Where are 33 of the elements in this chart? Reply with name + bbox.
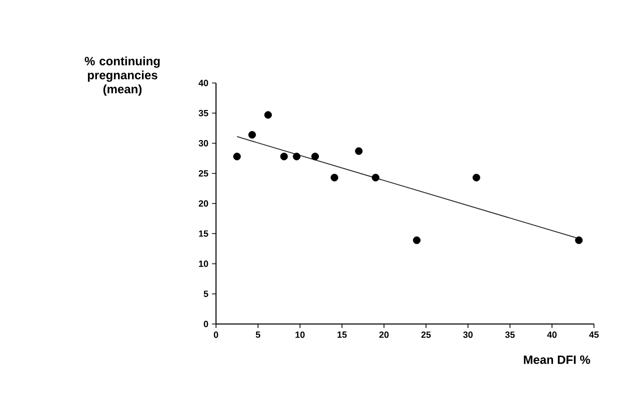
x-tick-label: 0 [214, 332, 218, 338]
y-tick-label: 0 [204, 320, 208, 328]
y-tick-label: 10 [199, 260, 208, 267]
point [355, 147, 363, 155]
point [280, 152, 288, 160]
x-tick-label: 45 [589, 332, 599, 338]
point [264, 111, 272, 119]
y-tick-label: 25 [198, 170, 208, 177]
point [372, 174, 380, 182]
y-tick-label: 40 [198, 80, 208, 86]
point [575, 236, 583, 244]
point [233, 152, 241, 160]
x-tick-label: 40 [547, 332, 557, 338]
point [472, 174, 480, 182]
y-tick-label: 15 [199, 230, 208, 237]
y-tick-label: 35 [198, 110, 208, 116]
x-tick-label: 10 [296, 332, 305, 338]
x-tick-label: 20 [379, 332, 389, 338]
y-tick-label: 20 [198, 200, 208, 207]
y-axis-title: % continuing pregnancies (mean) [84, 56, 160, 96]
x-tick-label: 5 [256, 332, 260, 338]
y-tick-label: 5 [204, 290, 208, 298]
point [330, 174, 338, 182]
x-tick-label: 35 [505, 332, 515, 338]
x-tick-label: 30 [463, 332, 473, 338]
y-tick-label: 30 [198, 140, 208, 146]
x-tick-label: 15 [338, 332, 347, 338]
point [248, 131, 256, 139]
point [412, 236, 421, 244]
point [311, 152, 319, 160]
x-axis-title: Mean DFI % [524, 356, 590, 364]
x-tick-label: 25 [421, 332, 431, 338]
point [292, 152, 300, 160]
